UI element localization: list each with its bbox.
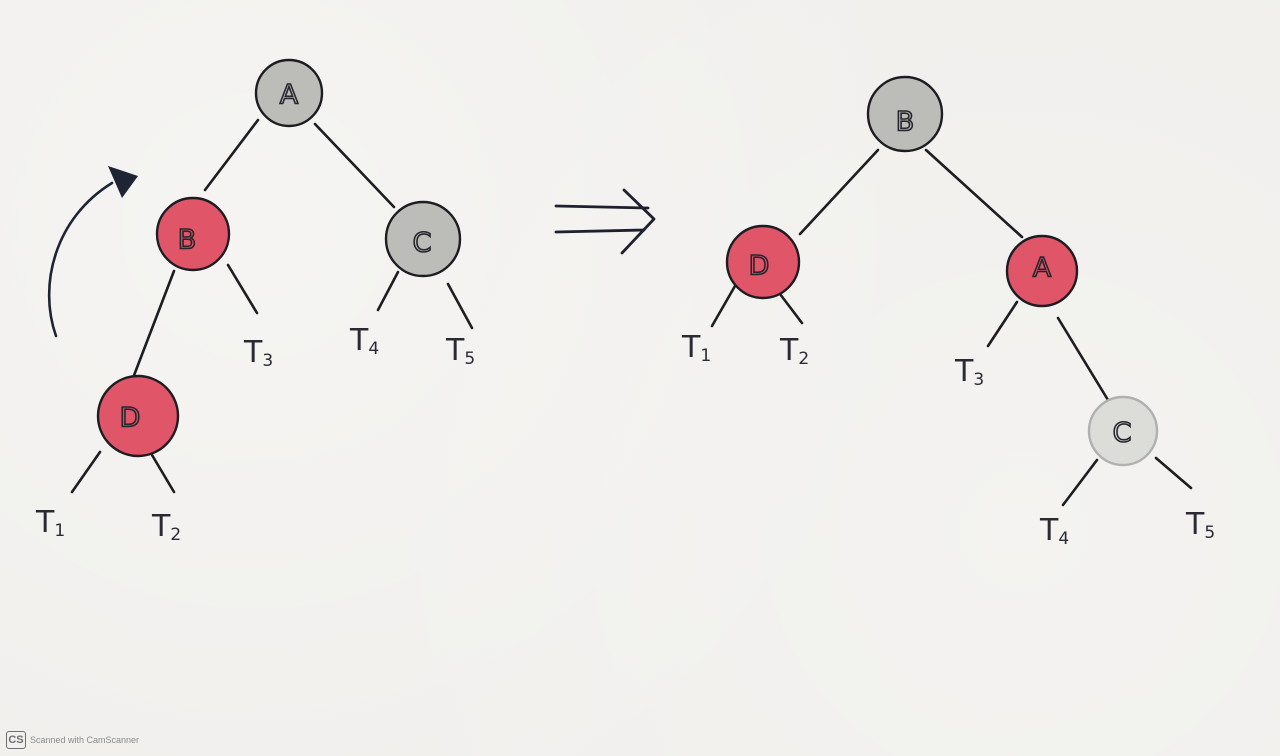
- left-tree: A B C D T1 T2 T3 T4 T5: [35, 58, 475, 545]
- left-leaf-t5: T5: [445, 333, 475, 369]
- left-leaf-t2: T2: [151, 509, 181, 545]
- edge-c-t4: [376, 270, 400, 312]
- implies-arrow-top-line: [554, 204, 650, 210]
- edge-c-t5: [446, 282, 474, 330]
- implies-arrow-head: [620, 188, 656, 255]
- right-node-d-label: D: [749, 251, 770, 282]
- scanner-footer: CS Scanned with CamScanner: [6, 731, 139, 749]
- implies-arrow-icon: [554, 188, 656, 255]
- right-node-c-circle: [1087, 395, 1159, 467]
- right-leaf-t1-sub: 1: [700, 346, 711, 366]
- left-leaf-t1-main: T: [35, 505, 55, 540]
- left-node-b-label: B: [178, 225, 197, 256]
- edge-d-t2: [150, 453, 176, 494]
- left-node-a-label: A: [280, 80, 299, 111]
- left-leaf-t5-sub: 5: [464, 349, 475, 369]
- left-node-c-circle: [384, 200, 462, 278]
- right-leaf-t2: T2: [779, 333, 809, 369]
- camscanner-logo-icon: CS: [6, 731, 26, 749]
- right-leaf-t5-main: T: [1185, 507, 1205, 542]
- right-node-d: D: [725, 224, 801, 300]
- left-leaf-t1-sub: 1: [54, 521, 65, 541]
- left-node-c-label: C: [413, 228, 432, 259]
- left-leaf-t2-main: T: [151, 509, 171, 544]
- edge-b-d: [131, 269, 176, 380]
- edge-b-a-right: [924, 148, 1024, 239]
- right-node-d-circle: [725, 224, 801, 300]
- edge-d-t2-right: [778, 292, 804, 325]
- left-leaf-t5-main: T: [445, 333, 465, 368]
- implies-arrow-bottom-line: [554, 228, 646, 234]
- edge-c-t4-right: [1061, 458, 1099, 507]
- edge-a-c: [313, 122, 396, 209]
- right-leaf-t2-sub: 2: [798, 349, 809, 369]
- right-leaf-t5-sub: 5: [1204, 523, 1215, 543]
- left-node-a-circle: [254, 58, 324, 128]
- right-leaf-t1-main: T: [681, 330, 701, 365]
- left-node-b: B: [155, 196, 231, 272]
- left-node-b-circle: [155, 196, 231, 272]
- left-leaf-t3-main: T: [243, 335, 263, 370]
- edge-a-c-right: [1056, 316, 1110, 402]
- right-leaf-t4: T4: [1039, 513, 1069, 549]
- right-node-c: C: [1087, 395, 1159, 467]
- left-leaf-t4-main: T: [349, 323, 369, 358]
- right-leaf-t3-main: T: [954, 354, 974, 389]
- right-node-c-label: C: [1113, 418, 1132, 449]
- left-leaf-t3-sub: 3: [262, 351, 273, 371]
- right-node-b: B: [866, 75, 944, 153]
- right-leaf-t5: T5: [1185, 507, 1215, 543]
- left-node-c: C: [384, 200, 462, 278]
- right-tree: B D A C T1 T2 T3 T4 T5: [681, 75, 1215, 549]
- edge-a-t3-right: [986, 300, 1019, 348]
- right-leaf-t4-main: T: [1039, 513, 1059, 548]
- right-node-b-label: B: [896, 107, 915, 138]
- left-leaf-t4: T4: [349, 323, 379, 359]
- right-node-a: A: [1005, 234, 1079, 308]
- rotation-arrow-head: [108, 166, 138, 198]
- left-node-d-circle: [96, 374, 180, 458]
- rotation-arrow-curve: [47, 181, 114, 338]
- right-node-b-circle: [866, 75, 944, 153]
- right-leaf-t1: T1: [681, 330, 711, 366]
- right-node-a-label: A: [1033, 253, 1052, 284]
- left-node-d: D: [96, 374, 180, 458]
- edge-d-t1: [70, 450, 102, 494]
- right-leaf-t3: T3: [954, 354, 984, 390]
- edge-b-d-right: [798, 148, 880, 236]
- right-node-a-circle: [1005, 234, 1079, 308]
- edge-b-t3: [226, 263, 259, 315]
- scanner-watermark-text: Scanned with CamScanner: [30, 735, 140, 745]
- left-node-d-label: D: [120, 403, 141, 434]
- left-node-a: A: [254, 58, 324, 128]
- edge-d-t1-right: [710, 284, 737, 328]
- left-leaf-t3: T3: [243, 335, 273, 371]
- rotation-arrow-icon: [47, 166, 138, 338]
- right-leaf-t2-main: T: [779, 333, 799, 368]
- edge-c-t5-right: [1154, 456, 1193, 490]
- left-leaf-t2-sub: 2: [170, 525, 181, 545]
- edge-a-b: [203, 118, 260, 192]
- right-leaf-t3-sub: 3: [973, 370, 984, 390]
- left-leaf-t4-sub: 4: [368, 339, 379, 359]
- left-leaf-t1: T1: [35, 505, 65, 541]
- right-leaf-t4-sub: 4: [1058, 529, 1069, 549]
